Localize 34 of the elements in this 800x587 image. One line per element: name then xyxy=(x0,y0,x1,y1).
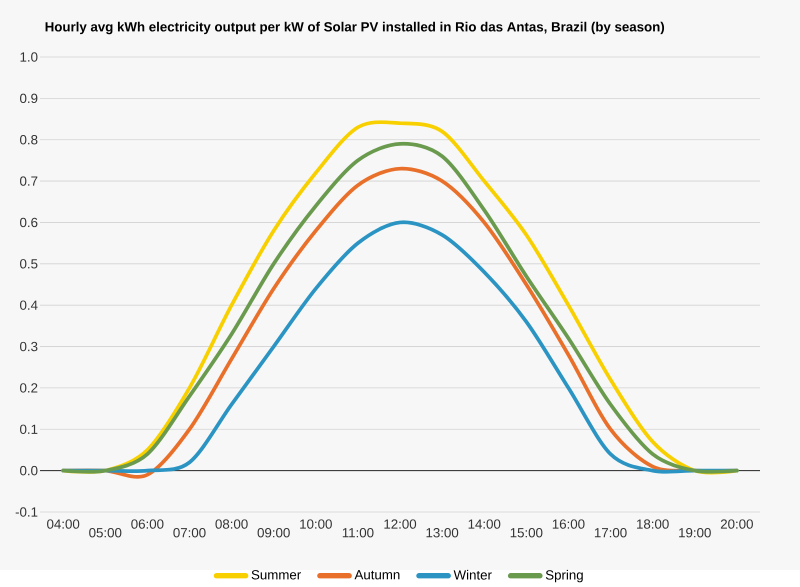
x-tick-label: 06:00 xyxy=(131,519,164,529)
x-tick-label: 10:00 xyxy=(300,519,332,529)
x-tick-label: 14:00 xyxy=(468,519,500,529)
x-tick-label: 07:00 xyxy=(173,528,206,538)
x-tick-label: 20:00 xyxy=(720,519,753,529)
x-tick-label: 16:00 xyxy=(552,519,585,529)
y-tick-label: 1.0 xyxy=(20,52,38,62)
x-tick-label: 11:00 xyxy=(342,528,374,538)
y-tick-label: 0.2 xyxy=(20,383,38,393)
x-tick-label: 04:00 xyxy=(47,519,80,529)
y-tick-label: 0.4 xyxy=(20,300,38,310)
x-tick-label: 09:00 xyxy=(258,528,290,538)
chart-title: Hourly avg kWh electricity output per kW of Solar PV installed in Rio das Antas, Brazil (by season) xyxy=(46,22,664,34)
legend-label: Winter xyxy=(454,570,492,580)
legend-label: Spring xyxy=(546,570,583,582)
x-tick-label: 12:00 xyxy=(384,519,416,529)
y-tick-label: 0.1 xyxy=(20,424,38,434)
x-tick-label: 19:00 xyxy=(679,528,711,538)
y-tick-label: 0.6 xyxy=(20,218,38,228)
x-tick-label: 18:00 xyxy=(637,519,669,529)
y-tick-label: -0.1 xyxy=(16,507,38,517)
x-tick-label: 05:00 xyxy=(89,528,122,538)
y-tick-label: 0.5 xyxy=(20,259,38,269)
x-tick-label: 17:00 xyxy=(594,528,627,538)
y-tick-label: 0.0 xyxy=(20,466,38,476)
legend-label: Summer xyxy=(252,570,301,580)
y-tick-label: 0.9 xyxy=(20,94,38,104)
y-tick-label: 0.7 xyxy=(20,176,38,186)
x-tick-label: 15:00 xyxy=(510,528,542,538)
y-tick-label: 0.8 xyxy=(20,135,38,144)
y-tick-label: 0.3 xyxy=(20,342,38,352)
legend-label: Autumn xyxy=(354,570,400,580)
x-tick-label: 08:00 xyxy=(215,519,248,529)
x-tick-label: 13:00 xyxy=(426,528,458,538)
